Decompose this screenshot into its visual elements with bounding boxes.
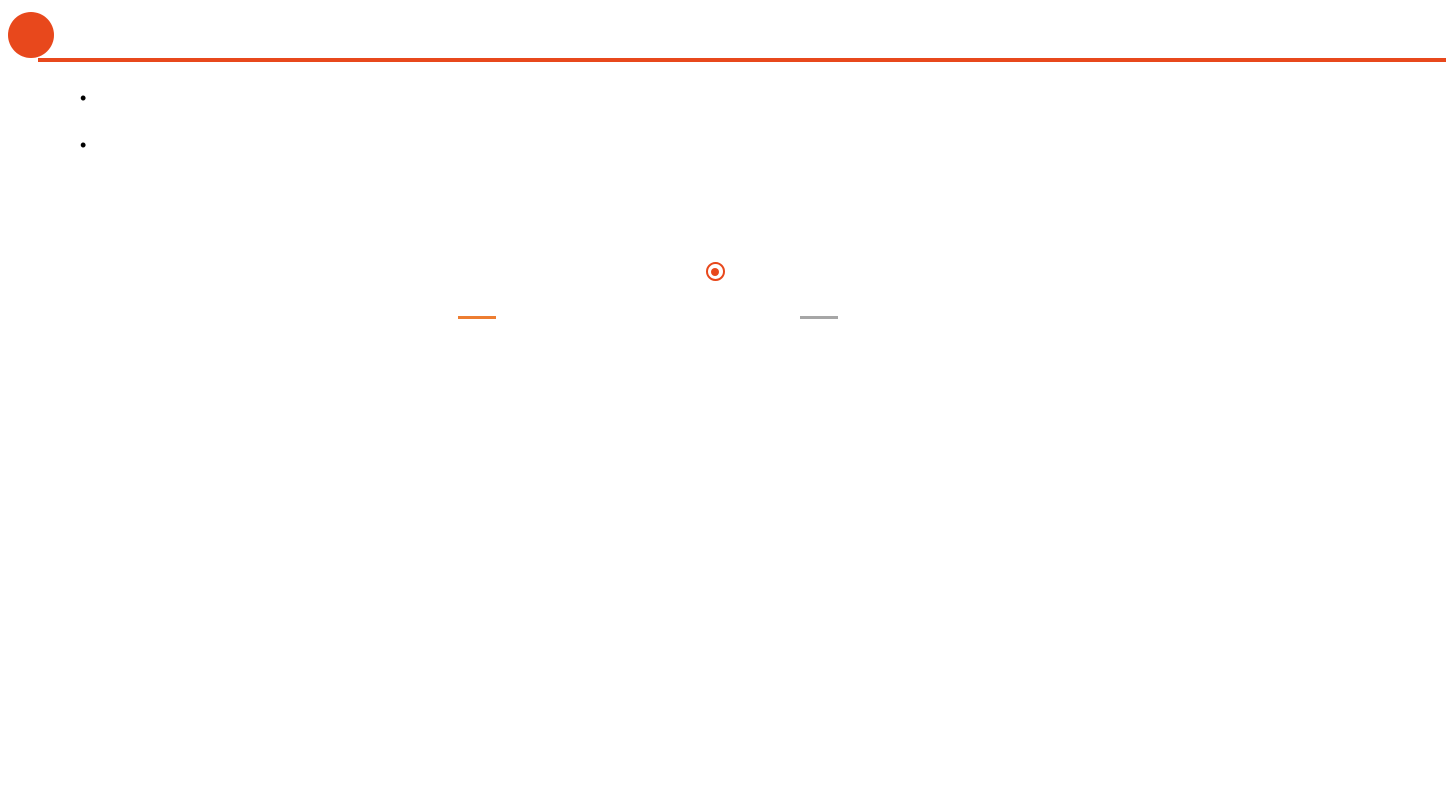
title-underline (38, 58, 1446, 62)
legend-item-spx (800, 316, 846, 319)
legend-item-sse (458, 316, 504, 319)
bullet-icon: • (80, 135, 87, 155)
target-icon (705, 262, 725, 281)
line-swatch-icon (458, 316, 496, 319)
chart-caption (0, 262, 1446, 281)
section-badge (8, 12, 54, 58)
bullet-icon: • (80, 88, 87, 108)
line-swatch-icon (800, 316, 838, 319)
